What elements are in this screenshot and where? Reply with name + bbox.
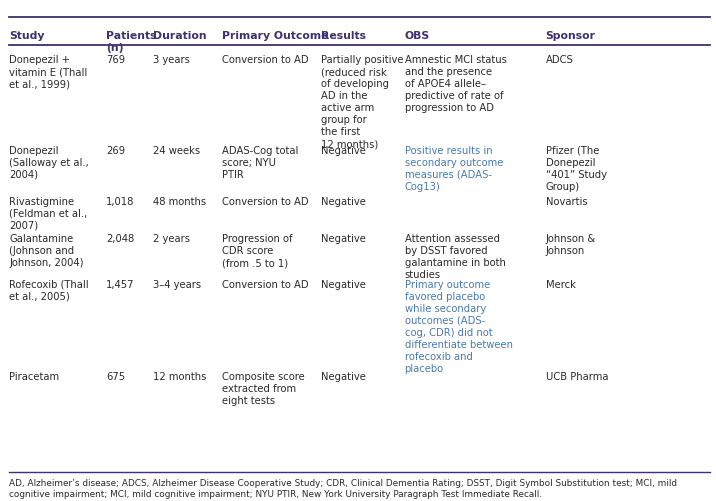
Text: Patients
(n): Patients (n) (106, 31, 157, 53)
Text: Conversion to AD: Conversion to AD (222, 196, 309, 206)
Text: 769: 769 (106, 55, 125, 65)
Text: Merck: Merck (546, 279, 576, 289)
Text: Pfizer (The
Donepezil
“401” Study
Group): Pfizer (The Donepezil “401” Study Group) (546, 145, 606, 191)
Text: ADAS-Cog total
score; NYU
PTIR: ADAS-Cog total score; NYU PTIR (222, 145, 299, 179)
Text: Negative: Negative (321, 196, 366, 206)
Text: Johnson &
Johnson: Johnson & Johnson (546, 234, 596, 256)
Text: Composite score
extracted from
eight tests: Composite score extracted from eight tes… (222, 372, 305, 406)
Text: 3–4 years: 3–4 years (153, 279, 200, 289)
Text: Results: Results (321, 31, 366, 41)
Text: Donepezil +
vitamin E (Thall
et al., 1999): Donepezil + vitamin E (Thall et al., 199… (9, 55, 87, 89)
Text: 48 months: 48 months (153, 196, 205, 206)
Text: 269: 269 (106, 145, 125, 155)
Text: Donepezil
(Salloway et al.,
2004): Donepezil (Salloway et al., 2004) (9, 145, 89, 179)
Text: 12 months: 12 months (153, 372, 206, 382)
Text: Negative: Negative (321, 279, 366, 289)
Text: Sponsor: Sponsor (546, 31, 596, 41)
Text: Rivastigmine
(Feldman et al.,
2007): Rivastigmine (Feldman et al., 2007) (9, 196, 87, 230)
Text: Partially positive
(reduced risk
of developing
AD in the
active arm
group for
th: Partially positive (reduced risk of deve… (321, 55, 403, 149)
Text: ADCS: ADCS (546, 55, 574, 65)
Text: Attention assessed
by DSST favored
galantamine in both
studies: Attention assessed by DSST favored galan… (405, 234, 505, 280)
Text: Novartis: Novartis (546, 196, 587, 206)
Text: AD, Alzheimer’s disease; ADCS, Alzheimer Disease Cooperative Study; CDR, Clinica: AD, Alzheimer’s disease; ADCS, Alzheimer… (9, 478, 677, 498)
Text: OBS: OBS (405, 31, 430, 41)
Text: 2,048: 2,048 (106, 234, 134, 244)
Text: Conversion to AD: Conversion to AD (222, 279, 309, 289)
Text: Galantamine
(Johnson and
Johnson, 2004): Galantamine (Johnson and Johnson, 2004) (9, 234, 84, 268)
Text: Conversion to AD: Conversion to AD (222, 55, 309, 65)
Text: Primary Outcome: Primary Outcome (222, 31, 329, 41)
Text: Duration: Duration (153, 31, 206, 41)
Text: 1,457: 1,457 (106, 279, 135, 289)
Text: Study: Study (9, 31, 45, 41)
Text: 2 years: 2 years (153, 234, 190, 244)
Text: Rofecoxib (Thall
et al., 2005): Rofecoxib (Thall et al., 2005) (9, 279, 89, 301)
Text: UCB Pharma: UCB Pharma (546, 372, 608, 382)
Text: Amnestic MCI status
and the presence
of APOE4 allele–
predictive of rate of
prog: Amnestic MCI status and the presence of … (405, 55, 506, 113)
Text: Positive results in
secondary outcome
measures (ADAS-
Cog13): Positive results in secondary outcome me… (405, 145, 503, 191)
Text: Negative: Negative (321, 145, 366, 155)
Text: 3 years: 3 years (153, 55, 190, 65)
Text: Primary outcome
favored placebo
while secondary
outcomes (ADS-
cog, CDR) did not: Primary outcome favored placebo while se… (405, 279, 513, 373)
Text: Piracetam: Piracetam (9, 372, 59, 382)
Text: Progression of
CDR score
(from .5 to 1): Progression of CDR score (from .5 to 1) (222, 234, 293, 268)
Text: 675: 675 (106, 372, 125, 382)
Text: 1,018: 1,018 (106, 196, 135, 206)
Text: 24 weeks: 24 weeks (153, 145, 200, 155)
Text: Negative: Negative (321, 372, 366, 382)
Text: Negative: Negative (321, 234, 366, 244)
